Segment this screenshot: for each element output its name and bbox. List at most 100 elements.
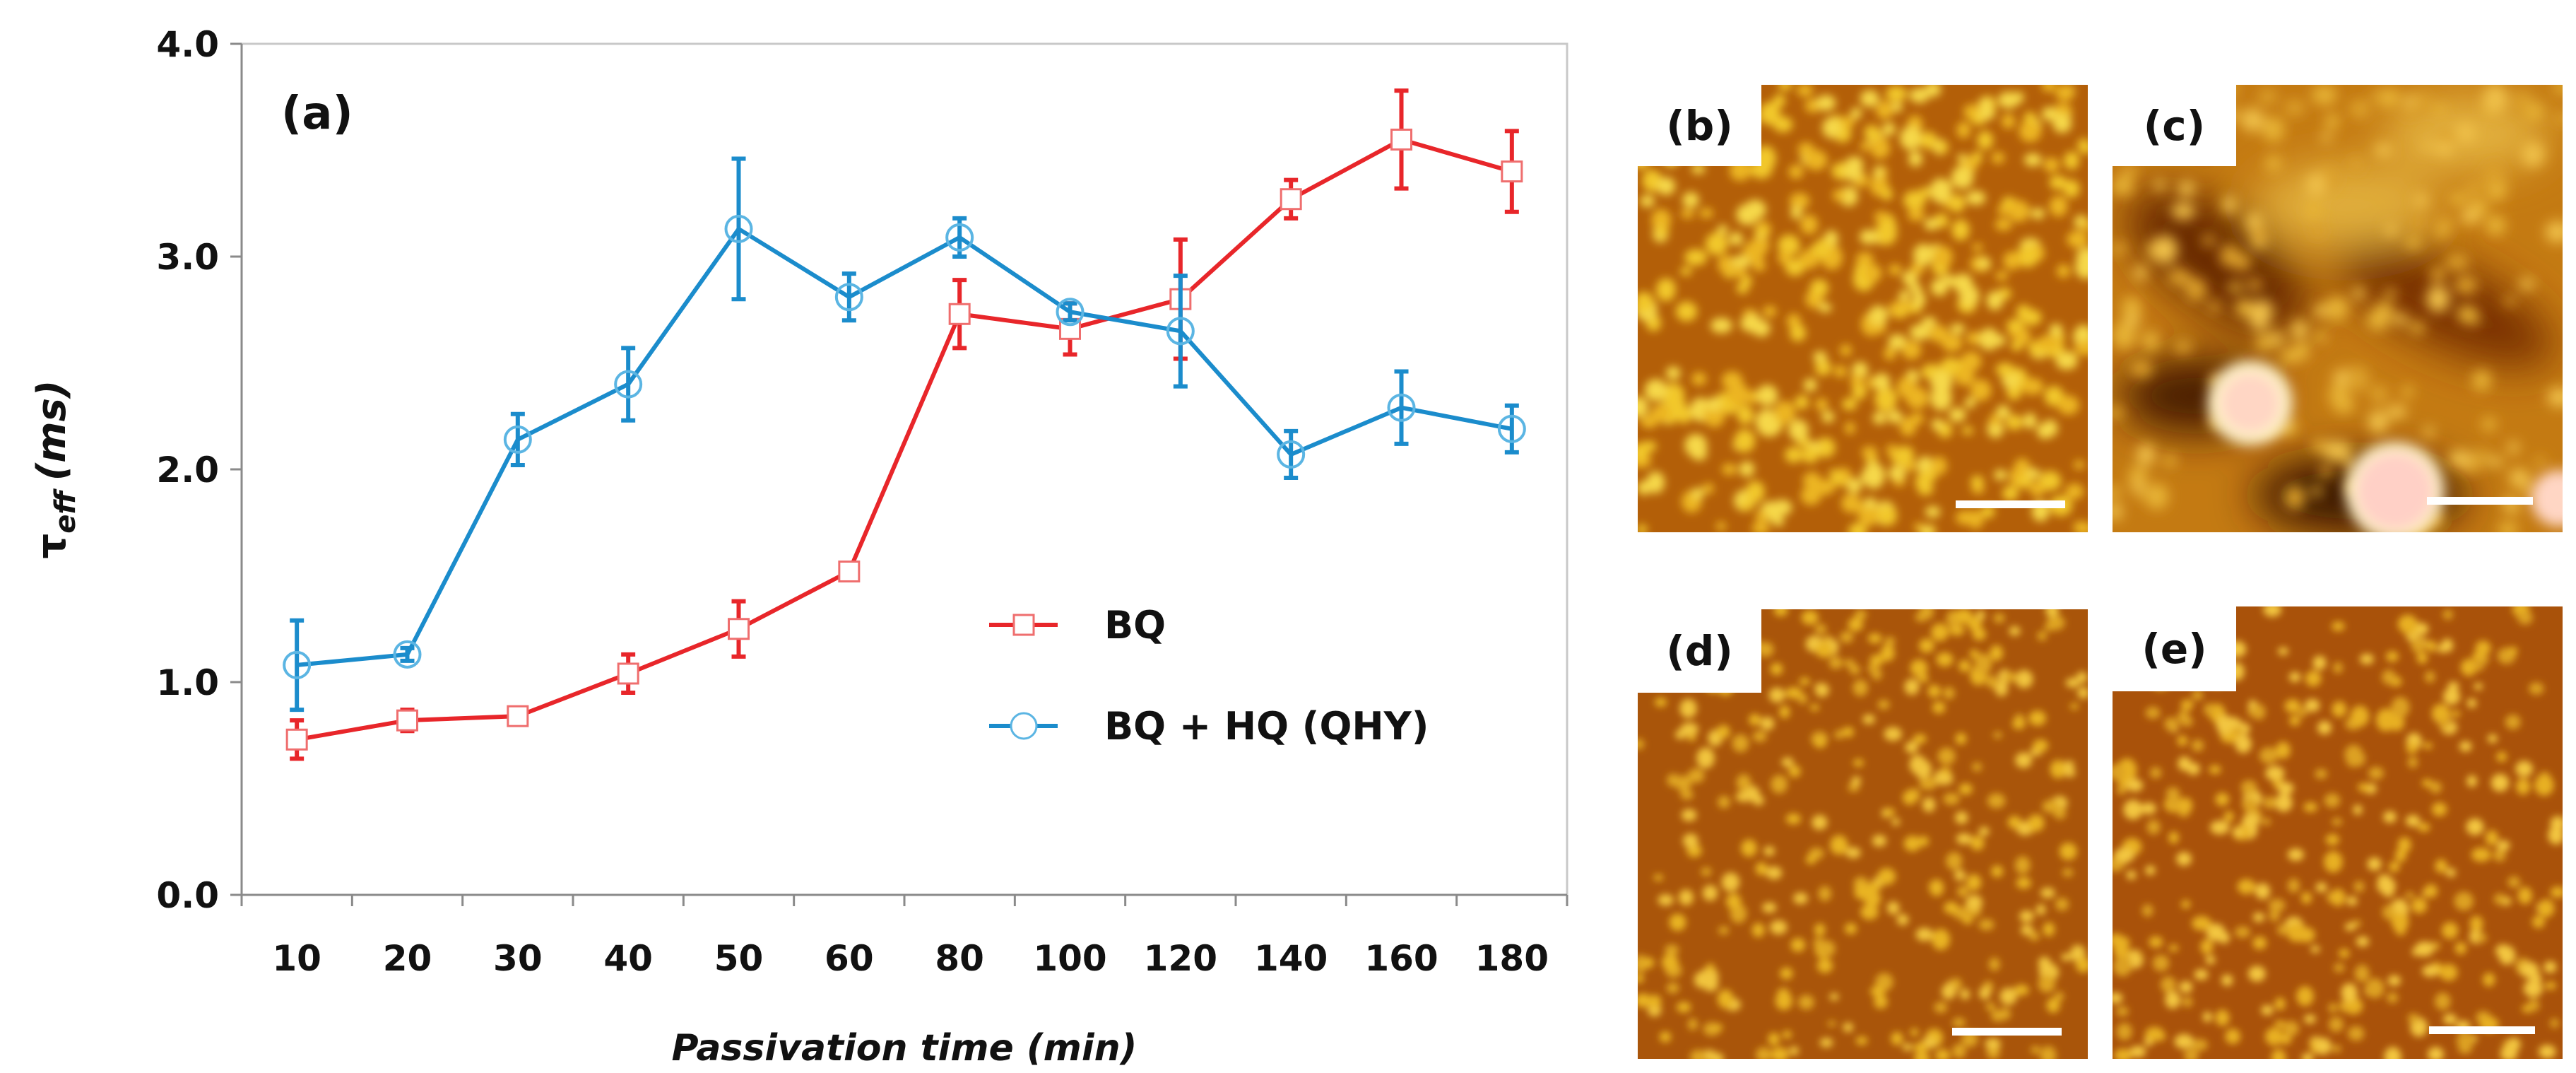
afm-grain [2113, 486, 2121, 499]
afm-grain [2301, 1053, 2314, 1059]
afm-grain [1964, 397, 1975, 409]
afm-grain [2507, 440, 2519, 455]
afm-grain [1943, 776, 1954, 785]
afm-grain [1927, 684, 1941, 698]
afm-grain [1962, 915, 1973, 925]
afm-grain [2209, 765, 2221, 775]
afm-grain [1945, 357, 1957, 367]
afm-grain [1861, 446, 1877, 458]
afm-grain [1873, 373, 1891, 390]
afm-grain [1666, 983, 1679, 994]
afm-grain [2171, 202, 2195, 220]
afm-grain [1990, 1009, 2005, 1022]
afm-grain [2232, 827, 2244, 837]
afm-grain [2397, 837, 2411, 853]
y-tick-label: 0.0 [156, 875, 219, 916]
afm-grain [2545, 981, 2557, 990]
afm-grain [1934, 1002, 1948, 1013]
afm-grain [2216, 715, 2233, 735]
afm-grain [2127, 778, 2144, 792]
afm-grain [2435, 226, 2449, 238]
afm-grain [1919, 777, 1937, 790]
afm-grain [1956, 122, 1971, 139]
afm-grain [2519, 278, 2535, 290]
afm-grain [1843, 1022, 1854, 1033]
afm-grain [1752, 795, 1764, 806]
afm-grain [1868, 305, 1888, 326]
afm-grain [2274, 997, 2286, 1011]
afm-grain [1877, 700, 1890, 710]
data-point [1280, 188, 1302, 211]
afm-grain [1829, 992, 1839, 1001]
afm-grain [2300, 927, 2312, 937]
y-tick-label: 2.0 [156, 450, 219, 491]
afm-grain [1865, 264, 1882, 283]
afm-grain [2474, 662, 2484, 671]
afm-grain [2026, 468, 2040, 479]
afm-grain [1706, 963, 1715, 972]
afm-grain [2470, 449, 2492, 465]
y-tick-label: 3.0 [156, 237, 219, 278]
afm-grain [1873, 165, 1884, 178]
afm-grain [1830, 835, 1848, 855]
legend-label-bq: BQ [1104, 603, 1166, 647]
afm-grain [1888, 465, 1906, 481]
afm-grain [2168, 799, 2180, 809]
afm-grain [1997, 204, 2010, 216]
afm-grain [2359, 653, 2374, 664]
afm-grain [1662, 954, 1679, 971]
afm-grain [2389, 861, 2400, 872]
afm-grain [1971, 475, 1984, 488]
afm-grain [2055, 85, 2074, 102]
afm-grain [1845, 847, 1861, 859]
afm-grain [2312, 655, 2327, 670]
afm-grain [2240, 780, 2257, 795]
afm-grain [2016, 245, 2039, 268]
afm-grain [1771, 1047, 1789, 1059]
afm-grain [2450, 192, 2467, 206]
afm-grain [2182, 997, 2193, 1007]
data-point [283, 650, 312, 679]
afm-grain [1843, 163, 1863, 182]
series-bq [285, 88, 1523, 761]
afm-grain [2327, 440, 2352, 462]
afm-grain [2067, 230, 2088, 248]
afm-grain [2012, 718, 2026, 729]
afm-grain [1813, 351, 1827, 363]
afm-grain [1959, 285, 1980, 307]
afm-grain [2466, 698, 2477, 708]
afm-grain [2021, 925, 2033, 936]
afm-grain [1827, 1021, 1836, 1027]
afm-grain [2113, 763, 2125, 781]
afm-grain [2291, 319, 2308, 339]
afm-grain [2353, 881, 2365, 893]
afm-grain [1908, 151, 1923, 167]
afm-grain [1920, 131, 1937, 150]
afm-grain [2178, 797, 2193, 814]
afm-grain [2225, 1028, 2241, 1045]
afm-grain [2045, 609, 2059, 618]
afm-grain [2264, 1027, 2283, 1046]
afm-grain [1790, 205, 1802, 220]
afm-grain [1909, 88, 1930, 103]
afm-grain [1935, 1049, 1951, 1059]
afm-grain [2042, 419, 2058, 438]
afm-grain [1977, 257, 1991, 269]
afm-grain [1954, 869, 1966, 881]
afm-grain [1874, 211, 1888, 223]
afm-grain [1669, 913, 1686, 931]
afm-grain [1638, 739, 1645, 750]
afm-grain [2485, 830, 2498, 846]
afm-grain [1804, 150, 1828, 170]
afm-grain [2228, 281, 2243, 293]
afm-grain [2538, 899, 2555, 917]
afm-grain [2113, 945, 2129, 958]
afm-grain [2252, 225, 2269, 243]
afm-grain [1694, 971, 1708, 988]
afm-grain [2483, 973, 2495, 987]
afm-grain [2057, 264, 2070, 278]
afm-grain [2376, 88, 2401, 108]
afm-grain [1638, 993, 1652, 1008]
afm-grain [2235, 926, 2250, 938]
afm-grain [1968, 510, 1984, 529]
